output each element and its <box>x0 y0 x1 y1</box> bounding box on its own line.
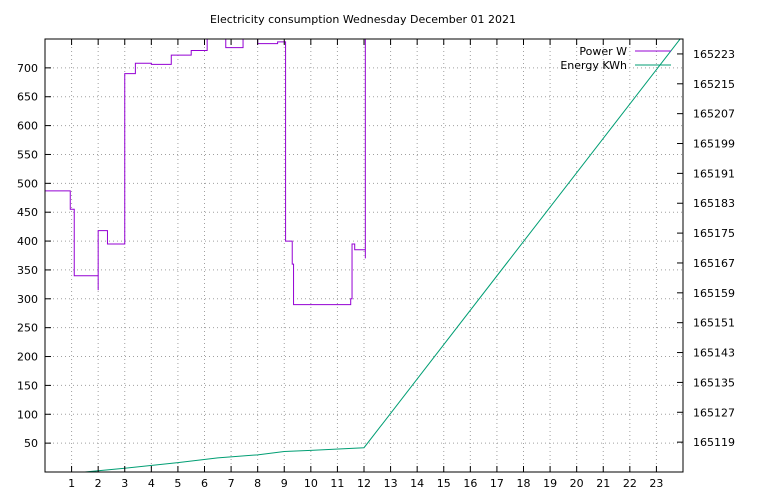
x-tick-label: 17 <box>490 477 504 490</box>
x-tick-label: 21 <box>596 477 610 490</box>
y-right-tick-label: 165215 <box>693 78 735 91</box>
y-left-tick-label: 650 <box>17 91 38 104</box>
x-tick-label: 19 <box>543 477 557 490</box>
y-right-tick-label: 165223 <box>693 48 735 61</box>
x-tick-label: 10 <box>304 477 318 490</box>
x-tick-label: 9 <box>281 477 288 490</box>
y-left-tick-label: 200 <box>17 351 38 364</box>
y-left-tick-label: 300 <box>17 293 38 306</box>
legend-label-0: Power W <box>579 45 627 58</box>
y-left-tick-label: 600 <box>17 120 38 133</box>
x-tick-label: 1 <box>68 477 75 490</box>
x-tick-label: 22 <box>623 477 637 490</box>
y-right-tick-label: 165151 <box>693 317 735 330</box>
y-left-tick-label: 250 <box>17 322 38 335</box>
y-left-tick-label: 500 <box>17 177 38 190</box>
x-tick-label: 6 <box>201 477 208 490</box>
y-right-tick-label: 165143 <box>693 347 735 360</box>
y-right-tick-label: 165183 <box>693 197 735 210</box>
x-tick-label: 4 <box>148 477 155 490</box>
chart-title: Electricity consumption Wednesday Decemb… <box>210 13 516 26</box>
x-tick-label: 23 <box>649 477 663 490</box>
y-left-tick-label: 150 <box>17 379 38 392</box>
axis-ticks: 1 2 3 4 5 6 7 8 9 10 11 12 13 14 15 16 17 18 19 20 21 22 23501… <box>17 39 735 490</box>
x-tick-label: 15 <box>437 477 451 490</box>
y-left-tick-label: 550 <box>17 148 38 161</box>
series-line-1 <box>84 39 681 472</box>
y-right-tick-label: 165119 <box>693 436 735 449</box>
grid-lines <box>45 39 683 472</box>
y-left-tick-label: 350 <box>17 264 38 277</box>
x-tick-label: 16 <box>463 477 477 490</box>
series-line-0 <box>45 39 366 306</box>
x-tick-label: 5 <box>174 477 181 490</box>
y-right-tick-label: 165127 <box>693 406 735 419</box>
y-right-tick-label: 165207 <box>693 108 735 121</box>
y-right-tick-label: 165199 <box>693 138 735 151</box>
y-left-tick-label: 450 <box>17 206 38 219</box>
x-tick-label: 8 <box>254 477 261 490</box>
y-left-tick-label: 50 <box>24 437 38 450</box>
y-right-tick-label: 165159 <box>693 287 735 300</box>
y-right-tick-label: 165191 <box>693 167 735 180</box>
x-tick-label: 2 <box>95 477 102 490</box>
y-right-tick-label: 165135 <box>693 376 735 389</box>
y-right-tick-label: 165175 <box>693 227 735 240</box>
x-tick-label: 12 <box>357 477 371 490</box>
x-tick-label: 20 <box>570 477 584 490</box>
y-right-tick-label: 165167 <box>693 257 735 270</box>
x-tick-label: 18 <box>517 477 531 490</box>
y-left-tick-label: 100 <box>17 408 38 421</box>
x-tick-label: 14 <box>410 477 424 490</box>
x-tick-label: 13 <box>384 477 398 490</box>
x-tick-label: 7 <box>228 477 235 490</box>
legend-label-1: Energy KWh <box>560 59 627 72</box>
x-tick-label: 11 <box>330 477 344 490</box>
y-left-tick-label: 400 <box>17 235 38 248</box>
x-tick-label: 3 <box>121 477 128 490</box>
y-left-tick-label: 700 <box>17 62 38 75</box>
series-layer <box>45 39 681 472</box>
